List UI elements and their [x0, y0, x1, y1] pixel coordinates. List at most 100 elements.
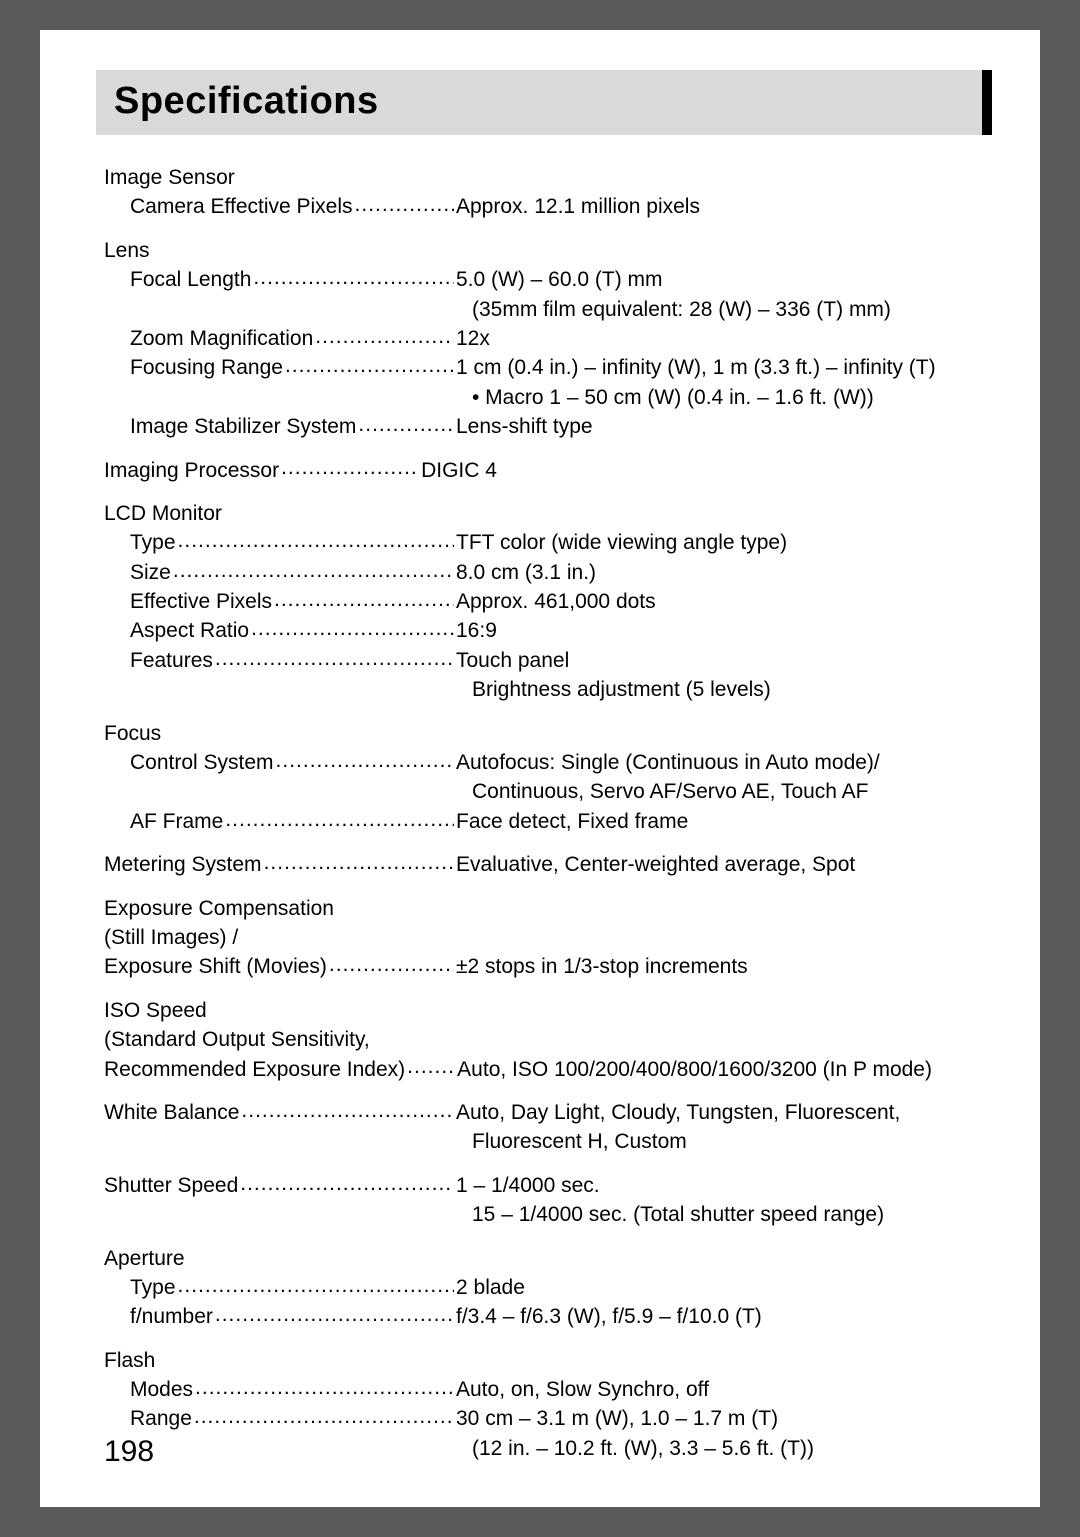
- group-flash: Flash Modes Auto, on, Slow Synchro, off …: [104, 1346, 984, 1464]
- label: AF Frame: [130, 807, 223, 836]
- value: 8.0 cm (3.1 in.): [454, 558, 984, 587]
- value-cont: • Macro 1 – 50 cm (W) (0.4 in. – 1.6 ft.…: [104, 383, 984, 412]
- leader-dots: [239, 1098, 454, 1125]
- label: Imaging Processor: [104, 456, 279, 485]
- heading-iso-2: (Standard Output Sensitivity,: [104, 1025, 984, 1054]
- row-lcd-type: Type TFT color (wide viewing angle type): [104, 528, 984, 557]
- leader-dots: [274, 748, 454, 775]
- heading-exposure-1: Exposure Compensation: [104, 894, 984, 923]
- heading-lcd: LCD Monitor: [104, 499, 984, 528]
- heading-aperture: Aperture: [104, 1244, 984, 1273]
- row-focus-control: Control System Autofocus: Single (Contin…: [104, 748, 984, 777]
- leader-dots: [223, 807, 454, 834]
- row-aperture-type: Type 2 blade: [104, 1273, 984, 1302]
- group-wb: White Balance Auto, Day Light, Cloudy, T…: [104, 1098, 984, 1157]
- value: Autofocus: Single (Continuous in Auto mo…: [454, 748, 984, 777]
- value: 1 – 1/4000 sec.: [454, 1171, 984, 1200]
- value-cont: (35mm film equivalent: 28 (W) – 336 (T) …: [104, 295, 984, 324]
- leader-dots: [313, 324, 454, 351]
- label: Control System: [130, 748, 274, 777]
- label: Image Stabilizer System: [130, 412, 356, 441]
- leader-dots: [171, 558, 454, 585]
- leader-dots: [262, 850, 454, 877]
- heading-exposure-2: (Still Images) /: [104, 923, 984, 952]
- leader-dots: [251, 265, 454, 292]
- row-af-frame: AF Frame Face detect, Fixed frame: [104, 807, 984, 836]
- label: Aspect Ratio: [130, 616, 249, 645]
- row-lcd-size: Size 8.0 cm (3.1 in.): [104, 558, 984, 587]
- label: Shutter Speed: [104, 1171, 238, 1200]
- value-cont: (12 in. – 10.2 ft. (W), 3.3 – 5.6 ft. (T…: [104, 1434, 984, 1463]
- value: Approx. 461,000 dots: [454, 587, 984, 616]
- label: Metering System: [104, 850, 262, 879]
- label: Effective Pixels: [130, 587, 272, 616]
- label: Features: [130, 646, 213, 675]
- label: Recommended Exposure Index): [104, 1055, 405, 1084]
- leader-dots: [283, 353, 454, 380]
- title-bar: Specifications: [96, 70, 992, 135]
- group-lens: Lens Focal Length 5.0 (W) – 60.0 (T) mm …: [104, 236, 984, 442]
- group-imaging-processor: Imaging Processor DIGIC 4: [104, 456, 984, 485]
- value: 16:9: [454, 616, 984, 645]
- leader-dots: [213, 646, 454, 673]
- leader-dots: [213, 1302, 454, 1329]
- value: 2 blade: [454, 1273, 984, 1302]
- leader-dots: [176, 1273, 454, 1300]
- value: TFT color (wide viewing angle type): [454, 528, 984, 557]
- label: Type: [130, 1273, 176, 1302]
- value-cont: Continuous, Servo AF/Servo AE, Touch AF: [104, 777, 984, 806]
- value: Auto, on, Slow Synchro, off: [454, 1375, 984, 1404]
- row-iso: Recommended Exposure Index) Auto, ISO 10…: [104, 1055, 984, 1084]
- value: 12x: [454, 324, 984, 353]
- heading-image-sensor: Image Sensor: [104, 163, 984, 192]
- row-lcd-aspect: Aspect Ratio 16:9: [104, 616, 984, 645]
- value: ±2 stops in 1/3-stop increments: [454, 952, 984, 981]
- leader-dots: [249, 616, 454, 643]
- label: Type: [130, 528, 176, 557]
- leader-dots: [279, 456, 419, 483]
- row-lcd-features: Features Touch panel: [104, 646, 984, 675]
- row-flash-modes: Modes Auto, on, Slow Synchro, off: [104, 1375, 984, 1404]
- group-exposure: Exposure Compensation (Still Images) / E…: [104, 894, 984, 982]
- value: Touch panel: [454, 646, 984, 675]
- value: Lens-shift type: [454, 412, 984, 441]
- leader-dots: [405, 1055, 455, 1082]
- page-number: 198: [104, 1435, 154, 1469]
- value: 5.0 (W) – 60.0 (T) mm: [454, 265, 984, 294]
- group-shutter: Shutter Speed 1 – 1/4000 sec. 15 – 1/400…: [104, 1171, 984, 1230]
- row-shutter: Shutter Speed 1 – 1/4000 sec.: [104, 1171, 984, 1200]
- value: Approx. 12.1 million pixels: [454, 192, 984, 221]
- value: Auto, ISO 100/200/400/800/1600/3200 (In …: [455, 1055, 984, 1084]
- heading-iso-1: ISO Speed: [104, 996, 984, 1025]
- leader-dots: [176, 528, 454, 555]
- leader-dots: [238, 1171, 454, 1198]
- leader-dots: [272, 587, 454, 614]
- row-metering: Metering System Evaluative, Center-weigh…: [104, 850, 984, 879]
- page-title: Specifications: [114, 80, 964, 123]
- group-aperture: Aperture Type 2 blade f/number f/3.4 – f…: [104, 1244, 984, 1332]
- value: Auto, Day Light, Cloudy, Tungsten, Fluor…: [454, 1098, 984, 1127]
- heading-lens: Lens: [104, 236, 984, 265]
- row-wb: White Balance Auto, Day Light, Cloudy, T…: [104, 1098, 984, 1127]
- value: 1 cm (0.4 in.) – infinity (W), 1 m (3.3 …: [454, 353, 984, 382]
- leader-dots: [192, 1404, 454, 1431]
- value: Evaluative, Center-weighted average, Spo…: [454, 850, 984, 879]
- content: Image Sensor Camera Effective Pixels App…: [104, 159, 984, 1463]
- value: Face detect, Fixed frame: [454, 807, 984, 836]
- label: Camera Effective Pixels: [130, 192, 353, 221]
- value: DIGIC 4: [419, 456, 949, 485]
- row-stabilizer: Image Stabilizer System Lens-shift type: [104, 412, 984, 441]
- value-cont: Fluorescent H, Custom: [104, 1127, 984, 1156]
- row-camera-eff-pixels: Camera Effective Pixels Approx. 12.1 mil…: [104, 192, 984, 221]
- group-iso: ISO Speed (Standard Output Sensitivity, …: [104, 996, 984, 1084]
- label: White Balance: [104, 1098, 239, 1127]
- heading-focus: Focus: [104, 719, 984, 748]
- row-exposure: Exposure Shift (Movies) ±2 stops in 1/3-…: [104, 952, 984, 981]
- row-flash-range: Range 30 cm – 3.1 m (W), 1.0 – 1.7 m (T): [104, 1404, 984, 1433]
- row-fnumber: f/number f/3.4 – f/6.3 (W), f/5.9 – f/10…: [104, 1302, 984, 1331]
- group-lcd: LCD Monitor Type TFT color (wide viewing…: [104, 499, 984, 705]
- group-metering: Metering System Evaluative, Center-weigh…: [104, 850, 984, 879]
- leader-dots: [356, 412, 454, 439]
- label: Focal Length: [130, 265, 251, 294]
- group-image-sensor: Image Sensor Camera Effective Pixels App…: [104, 163, 984, 222]
